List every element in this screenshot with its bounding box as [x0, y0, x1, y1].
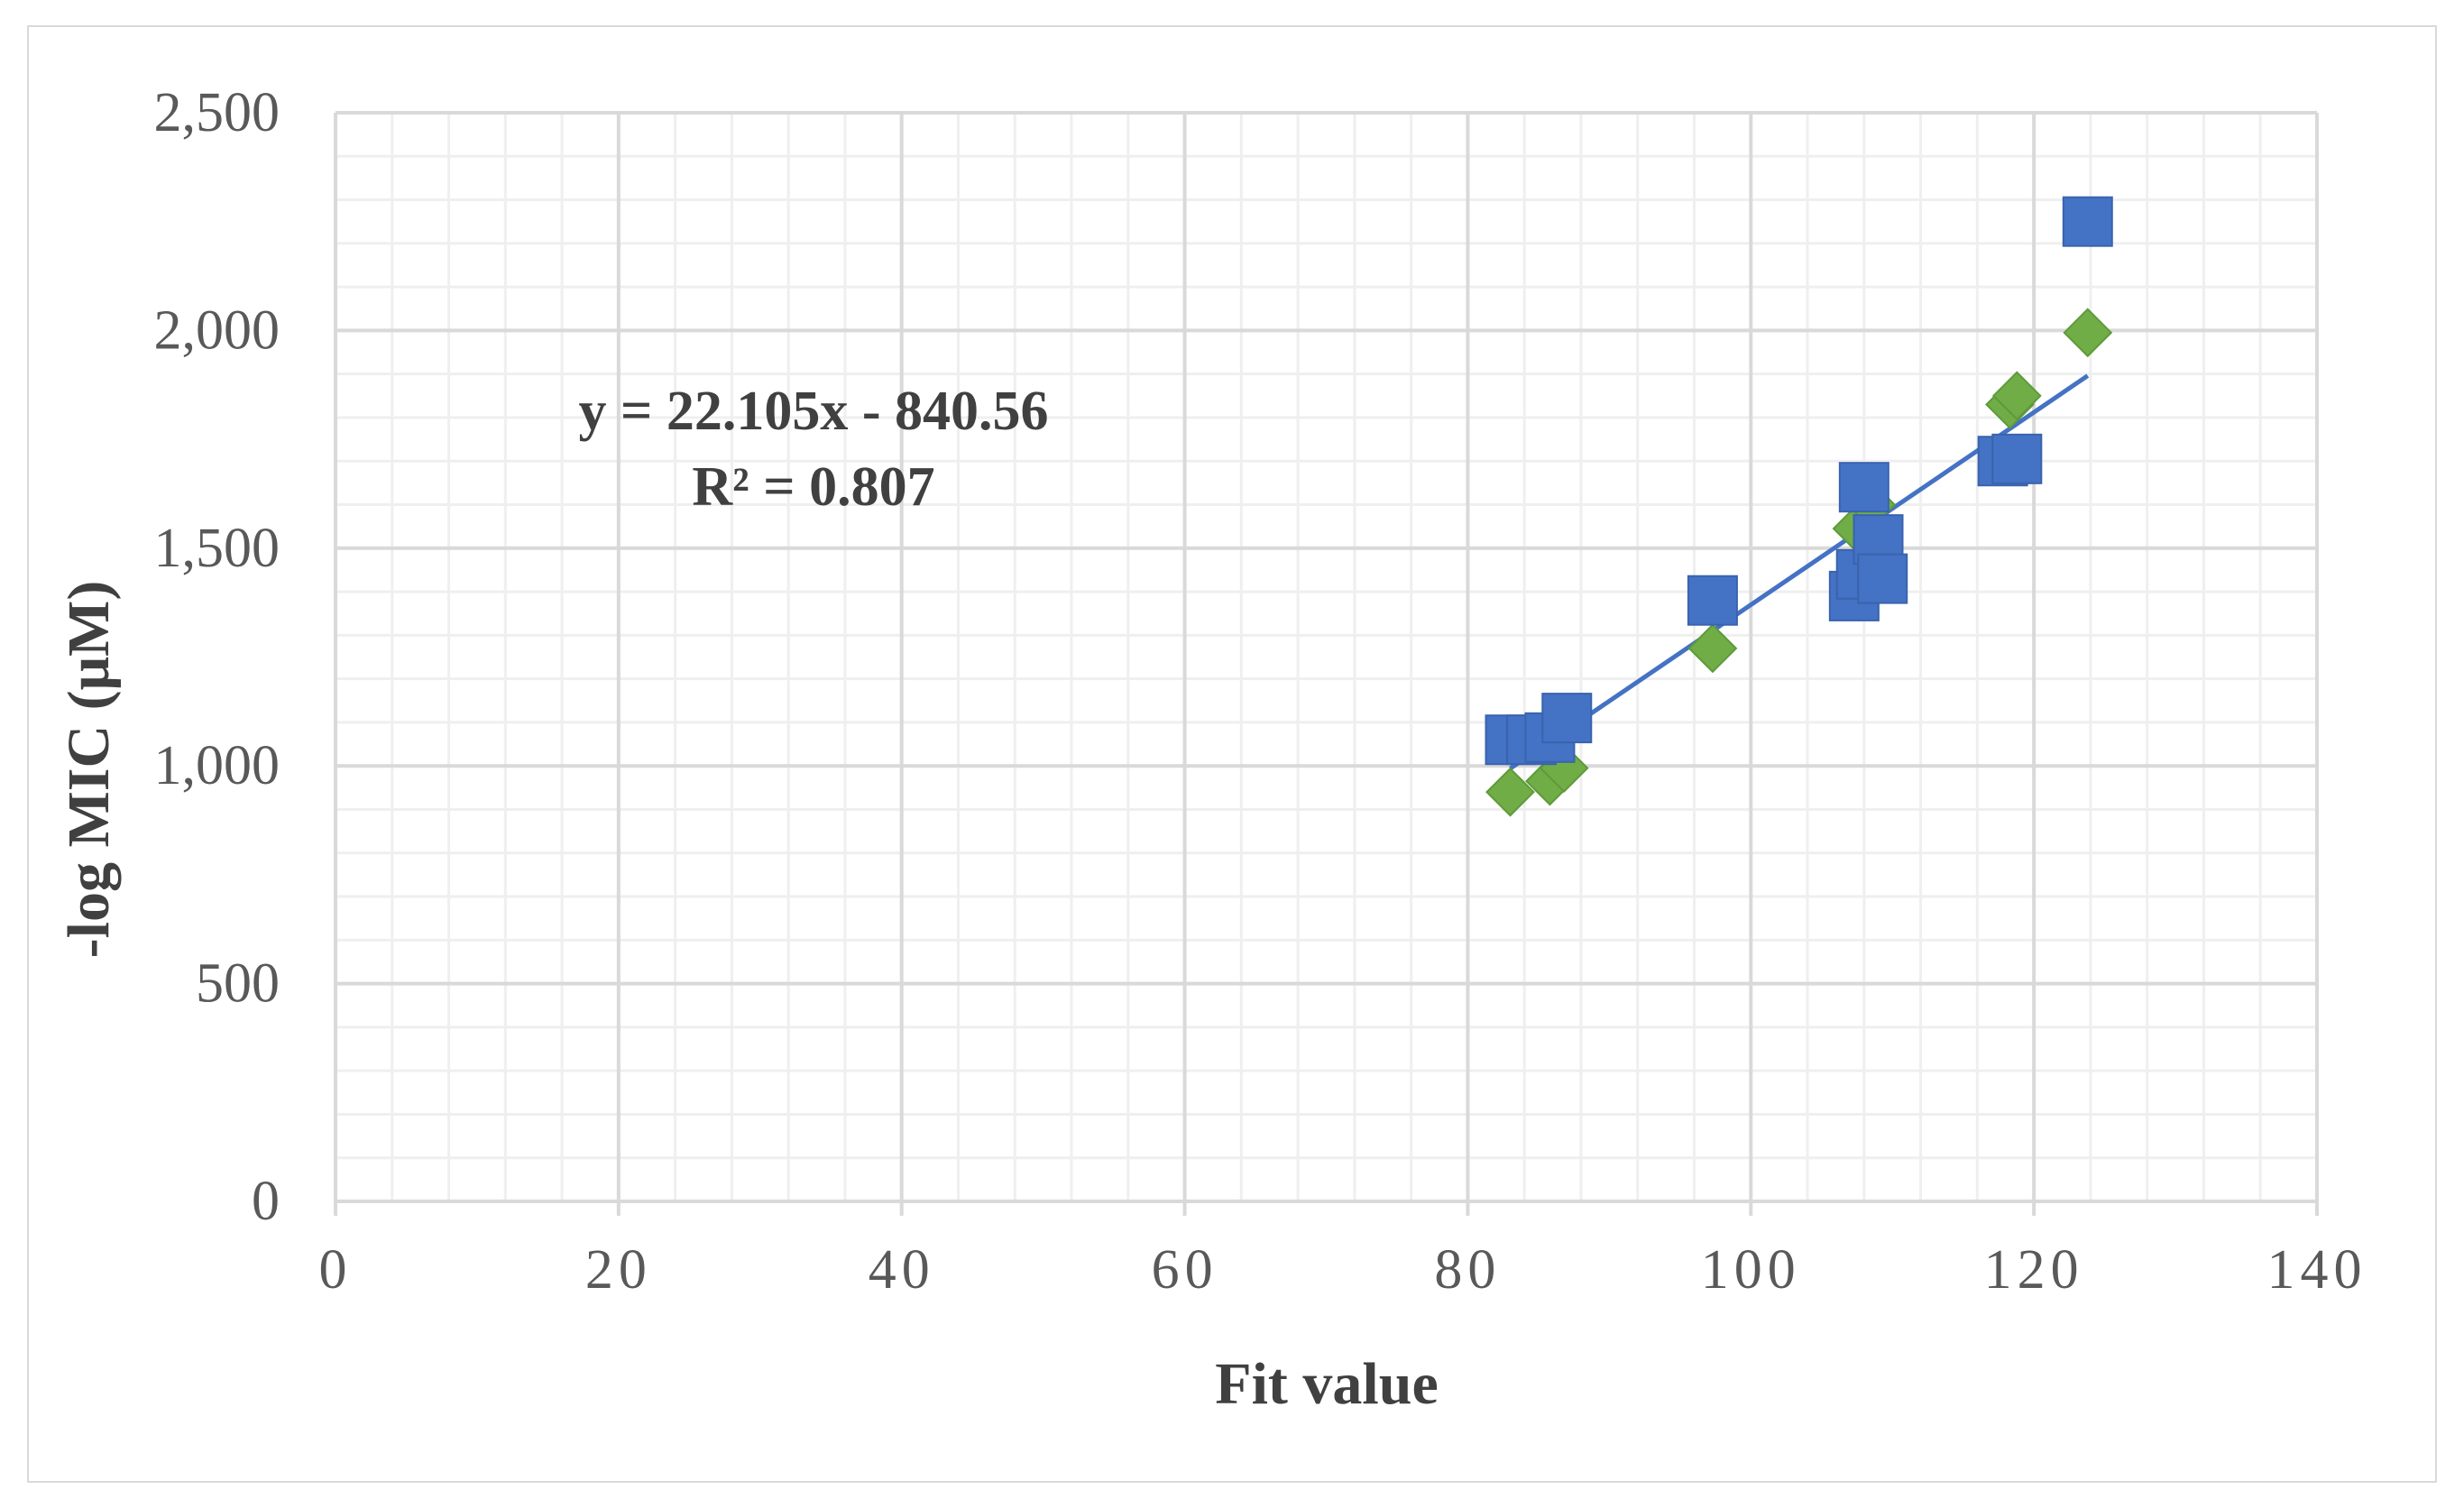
- y-axis-tick-labels: 0 500 1,000 1,500 2,000 2,500: [154, 82, 280, 1232]
- major-gridlines: [334, 111, 2319, 1216]
- data-point-diamond: [2063, 308, 2113, 358]
- data-point-square: [1991, 433, 2043, 484]
- y-tick-label: 2,500: [154, 82, 280, 143]
- y-tick-label: 500: [196, 953, 280, 1015]
- data-point-diamond: [1687, 623, 1738, 674]
- x-tick-label: 40: [869, 1239, 935, 1301]
- x-tick-label: 100: [1701, 1239, 1801, 1301]
- x-axis-title: Fit value: [1215, 1351, 1438, 1417]
- trendline-r-squared: R² = 0.807: [692, 456, 934, 518]
- y-tick-label: 0: [252, 1171, 280, 1232]
- x-tick-label: 20: [585, 1239, 652, 1301]
- data-point-diamond: [1485, 767, 1535, 817]
- minor-gridlines: [334, 111, 2319, 1203]
- x-tick-label: 0: [319, 1239, 353, 1301]
- y-tick-label: 1,500: [154, 518, 280, 579]
- data-point-square: [1687, 575, 1738, 626]
- trendline-equation: y = 22.105x - 840.56: [579, 381, 1049, 442]
- x-axis-tick-labels: 0 20 40 60 80 100 120 140: [319, 1239, 2367, 1301]
- y-tick-label: 1,000: [154, 735, 280, 796]
- data-points-layer: [1485, 196, 2113, 817]
- data-point-square: [1541, 693, 1593, 744]
- x-tick-label: 60: [1152, 1239, 1218, 1301]
- x-tick-label: 80: [1434, 1239, 1501, 1301]
- x-tick-label: 120: [1984, 1239, 2084, 1301]
- y-tick-label: 2,000: [154, 299, 280, 361]
- data-point-square: [2062, 196, 2113, 247]
- data-point-square: [1857, 553, 1908, 604]
- y-axis-title: -log MIC (μM): [56, 581, 122, 959]
- x-tick-label: 140: [2267, 1239, 2367, 1301]
- data-point-square: [1838, 462, 1889, 513]
- data-point-diamond: [1991, 371, 2042, 421]
